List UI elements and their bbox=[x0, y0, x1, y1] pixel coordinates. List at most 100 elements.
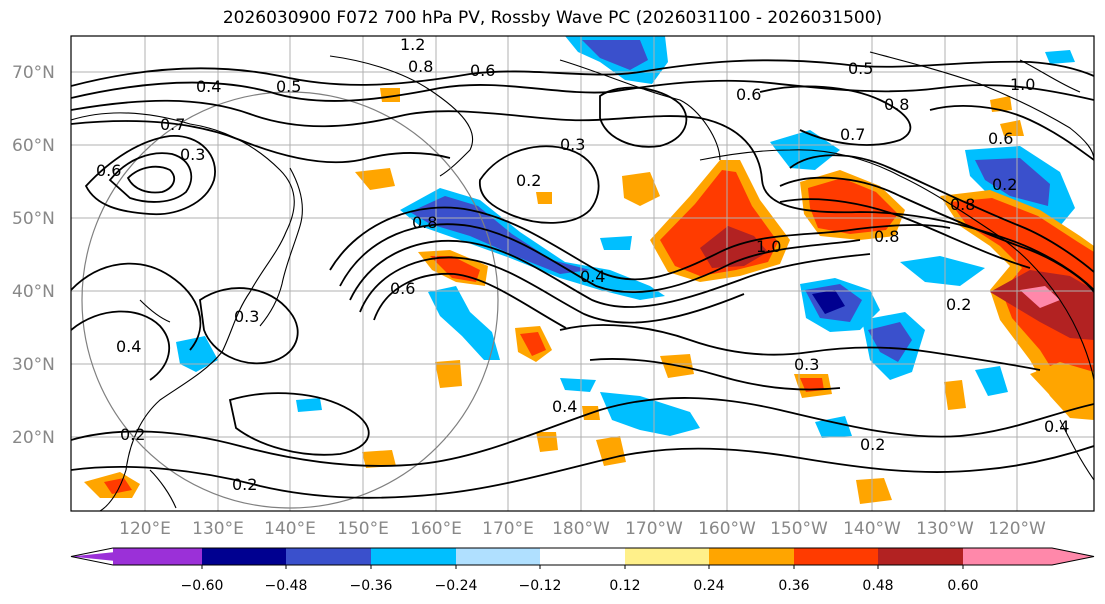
contour-label: 0.2 bbox=[232, 475, 257, 494]
colorbar-tick: 0.60 bbox=[947, 578, 978, 594]
colorbar-tick: −0.60 bbox=[181, 578, 224, 594]
contour-label: 0.2 bbox=[946, 295, 971, 314]
colorbar-swatch bbox=[202, 548, 286, 565]
contour-label: 0.3 bbox=[560, 135, 585, 154]
lat-label: 60°N bbox=[12, 136, 55, 156]
colorbar-extend-high bbox=[1052, 548, 1094, 565]
lon-label: 160°W bbox=[698, 519, 756, 539]
contour-label: 0.4 bbox=[196, 77, 221, 96]
contour-label: 0.4 bbox=[1044, 417, 1069, 436]
pv-contours bbox=[71, 59, 1094, 499]
contour-label: 1.0 bbox=[1010, 75, 1035, 94]
contour-label: 0.8 bbox=[884, 95, 909, 114]
contour-label: 0.6 bbox=[470, 61, 495, 80]
lon-label: 160°E bbox=[410, 519, 462, 539]
contour-label: 0.3 bbox=[794, 355, 819, 374]
neg-anomaly-blob bbox=[975, 158, 1050, 206]
pos-anomaly-blob bbox=[808, 178, 898, 234]
colorbar-swatch bbox=[878, 548, 963, 565]
contour-label: 0.4 bbox=[116, 337, 141, 356]
pos-anomaly-blob bbox=[520, 332, 546, 356]
lon-label: 130°W bbox=[916, 519, 974, 539]
pos-anomaly-blob bbox=[622, 172, 660, 206]
lon-label: 140°W bbox=[843, 519, 901, 539]
colorbar-tick: 0.12 bbox=[609, 578, 640, 594]
contour-label: 0.4 bbox=[580, 267, 605, 286]
contour-label: 0.8 bbox=[950, 195, 975, 214]
colorbar-swatch bbox=[456, 548, 540, 565]
colorbar-outline bbox=[70, 547, 1095, 566]
pos-anomaly-blob bbox=[990, 96, 1012, 112]
colorbar-tick: −0.24 bbox=[435, 578, 478, 594]
lon-label: 150°W bbox=[770, 519, 828, 539]
lon-label: 180°W bbox=[552, 519, 610, 539]
lon-label: 170°E bbox=[482, 519, 534, 539]
contour-label: 0.8 bbox=[408, 57, 433, 76]
lat-label: 40°N bbox=[12, 282, 55, 302]
colorbar-swatch bbox=[113, 548, 202, 565]
colorbar-swatch bbox=[540, 548, 625, 565]
pos-anomaly-blob bbox=[856, 478, 892, 504]
neg-anomaly-blob bbox=[1045, 50, 1075, 64]
pos-anomaly-blob bbox=[435, 360, 462, 388]
colorbar-swatch bbox=[963, 548, 1052, 565]
neg-anomaly-blob bbox=[868, 322, 912, 362]
pos-anomaly-blob bbox=[355, 168, 395, 190]
contour-label: 0.7 bbox=[840, 125, 865, 144]
pos-anomaly-blob bbox=[1030, 362, 1094, 410]
colorbar bbox=[70, 547, 1095, 569]
lat-label: 20°N bbox=[12, 428, 55, 448]
radius-circle bbox=[81, 91, 499, 509]
pos-anomaly-blob bbox=[944, 380, 966, 410]
contour-label: 0.6 bbox=[96, 161, 121, 180]
contour-label: 1.2 bbox=[400, 35, 425, 54]
pos-anomaly-blob bbox=[430, 256, 480, 282]
neg-anomaly-blob bbox=[975, 366, 1008, 396]
colorbar-tick: 0.36 bbox=[778, 578, 809, 594]
lat-label: 30°N bbox=[12, 355, 55, 375]
contour-label: 0.8 bbox=[412, 213, 437, 232]
contour-label: 0.2 bbox=[860, 435, 885, 454]
contour-label: 0.4 bbox=[552, 397, 577, 416]
contour-label: 0.2 bbox=[992, 175, 1017, 194]
neg-anomaly-blob bbox=[428, 286, 500, 360]
lon-label: 130°E bbox=[192, 519, 244, 539]
contour-labels: 1.2 0.8 0.6 0.4 0.5 0.7 0.3 0.2 0.8 1.0 … bbox=[96, 35, 1069, 494]
neg-anomaly-blob bbox=[560, 378, 596, 392]
colorbar-tick: −0.36 bbox=[350, 578, 393, 594]
neg-anomaly-blob bbox=[900, 256, 985, 286]
colorbar-tick: 0.48 bbox=[862, 578, 893, 594]
colorbar-tick-labels: −0.60 −0.48 −0.36 −0.24 −0.12 0.12 0.24 … bbox=[181, 578, 979, 594]
colorbar-swatch bbox=[625, 548, 709, 565]
lon-label: 120°E bbox=[119, 519, 171, 539]
colorbar-swatch bbox=[371, 548, 456, 565]
contour-label: 0.5 bbox=[848, 59, 873, 78]
contour-label: 1.0 bbox=[756, 237, 781, 256]
colorbar-swatch bbox=[794, 548, 878, 565]
neg-anomaly-blob bbox=[815, 416, 852, 438]
map-panel: 1.2 0.8 0.6 0.4 0.5 0.7 0.3 0.2 0.8 1.0 … bbox=[71, 35, 1094, 511]
contour-label: 0.3 bbox=[180, 145, 205, 164]
lon-label: 150°E bbox=[337, 519, 389, 539]
map-frame bbox=[70, 35, 1095, 512]
neg-anomaly-blob bbox=[582, 40, 648, 70]
pos-anomaly-blob bbox=[362, 450, 396, 468]
lon-label: 140°E bbox=[264, 519, 316, 539]
coastlines bbox=[71, 51, 1094, 511]
pos-anomaly-blob bbox=[104, 478, 132, 494]
contour-label: 0.2 bbox=[516, 171, 541, 190]
lat-label: 70°N bbox=[12, 63, 55, 83]
contour-label: 0.6 bbox=[988, 129, 1013, 148]
contour-label: 0.6 bbox=[390, 279, 415, 298]
contour-label: 0.3 bbox=[234, 307, 259, 326]
contour-label: 0.6 bbox=[736, 85, 761, 104]
neg-anomaly-blob bbox=[600, 236, 632, 250]
colorbar-tick: 0.24 bbox=[693, 578, 724, 594]
lon-label: 120°W bbox=[988, 519, 1046, 539]
lon-label: 170°W bbox=[625, 519, 683, 539]
colorbar-tick: −0.12 bbox=[519, 578, 562, 594]
neg-anomaly-blob bbox=[296, 398, 322, 412]
graticule bbox=[71, 36, 1094, 511]
longitude-labels: 120°E 130°E 140°E 150°E 160°E 170°E 180°… bbox=[119, 519, 1046, 539]
